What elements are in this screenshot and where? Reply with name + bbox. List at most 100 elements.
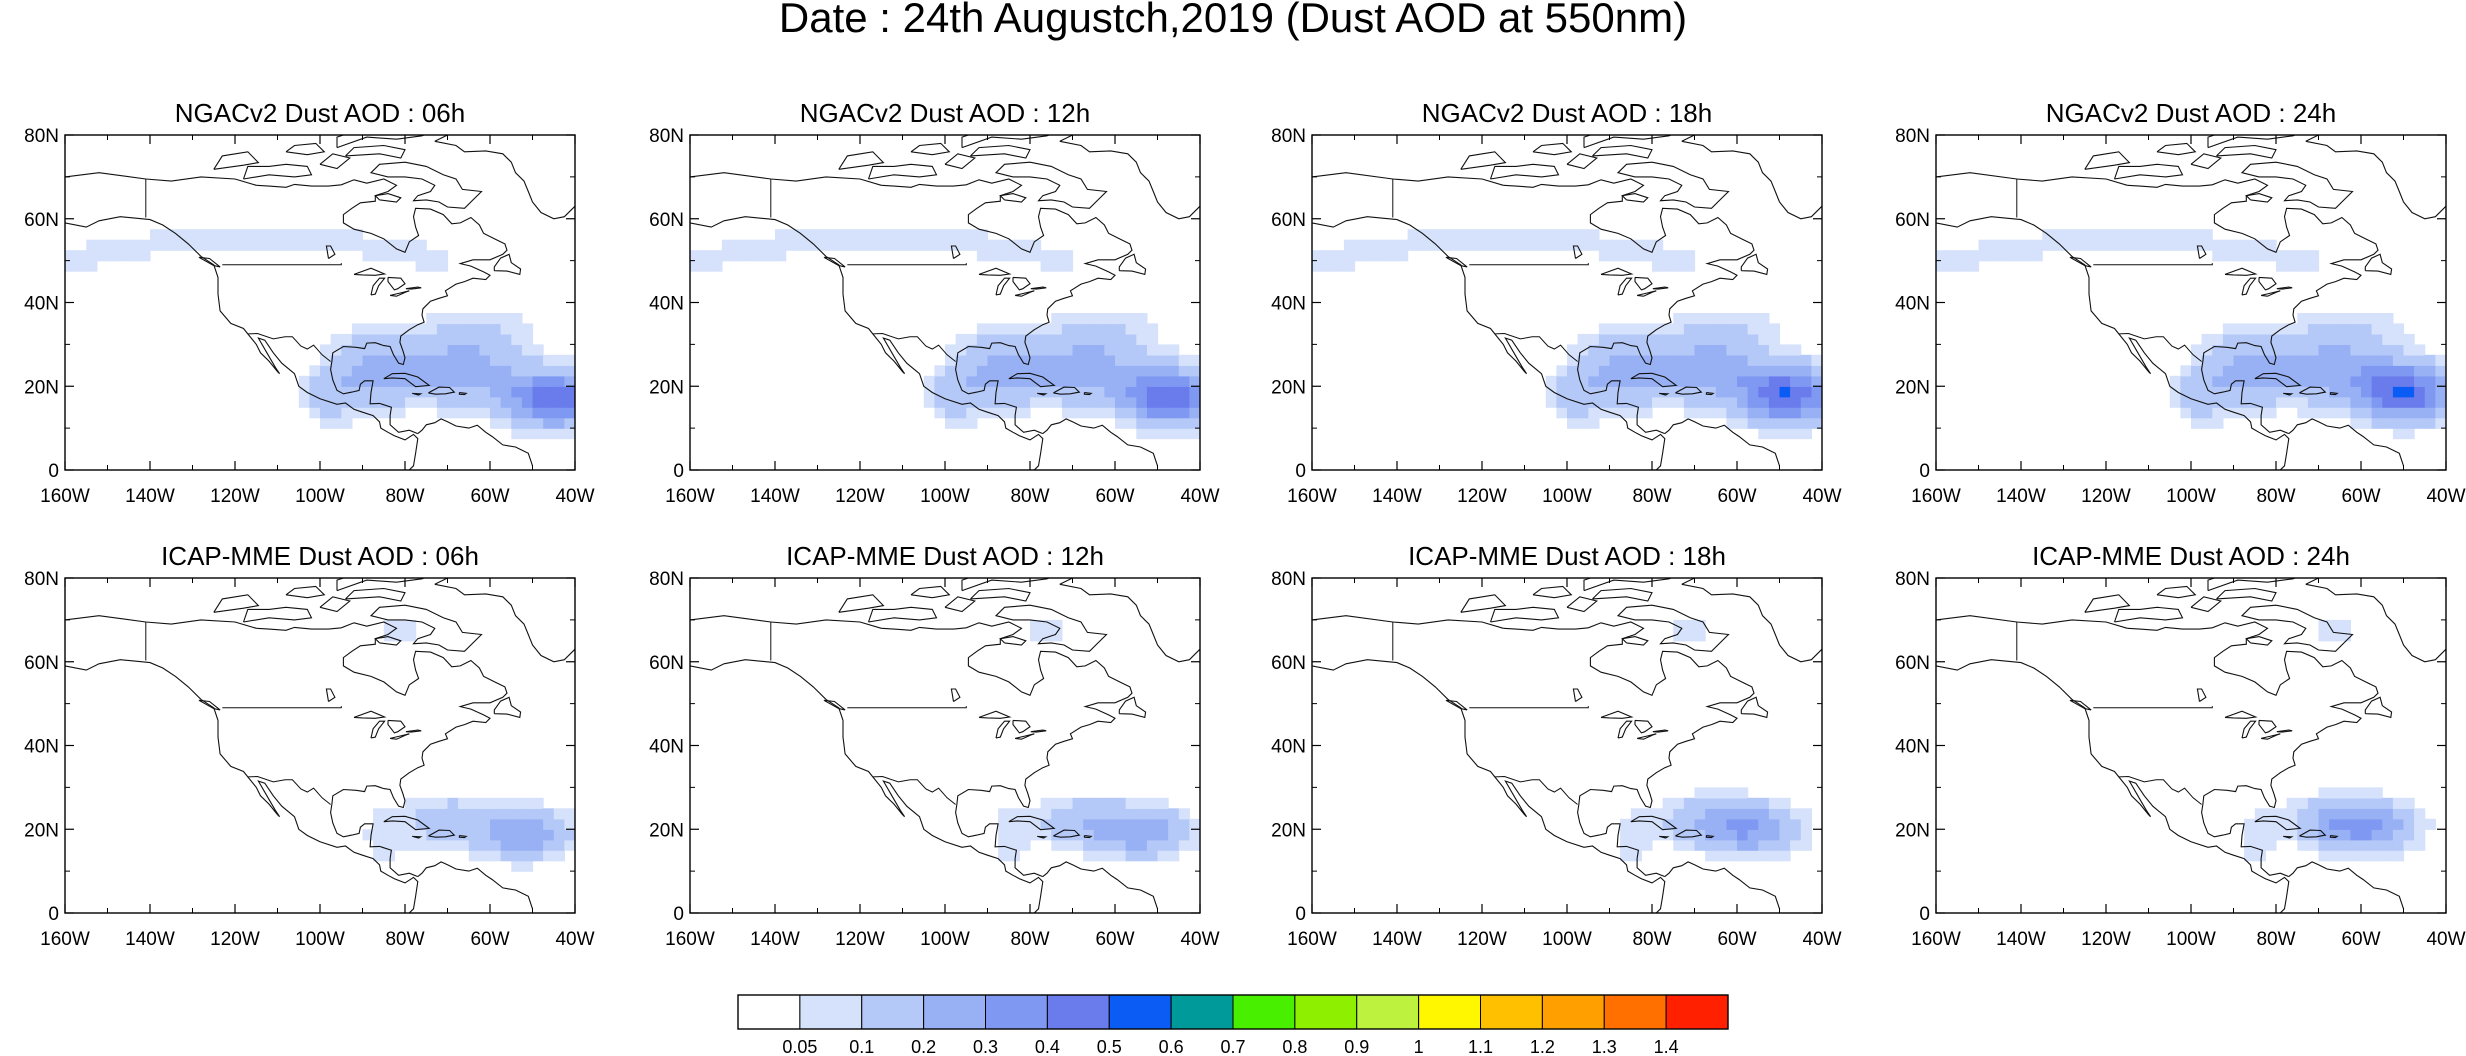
aod-cell bbox=[150, 229, 162, 241]
aod-cell bbox=[1811, 407, 1822, 419]
lat-tick-label: 80N bbox=[24, 569, 59, 590]
aod-cell bbox=[564, 375, 575, 387]
aod-cell bbox=[1008, 344, 1020, 356]
coastline bbox=[1012, 719, 1031, 734]
aod-cell bbox=[511, 797, 523, 809]
aod-cell bbox=[351, 354, 364, 366]
aod-cell bbox=[1662, 365, 1674, 377]
coastline bbox=[370, 720, 386, 739]
aod-cell bbox=[711, 260, 723, 272]
coastline bbox=[1012, 276, 1031, 291]
aod-cell bbox=[511, 313, 523, 325]
aod-cell bbox=[2254, 333, 2266, 345]
aod-cell bbox=[1115, 417, 1127, 429]
aod-cell bbox=[405, 354, 417, 366]
aod-cell bbox=[1008, 333, 1020, 345]
aod-cell bbox=[490, 396, 502, 408]
coastline bbox=[1572, 688, 1583, 702]
lat-tick-label: 20N bbox=[1271, 377, 1306, 398]
aod-cell bbox=[288, 239, 300, 251]
coastline bbox=[256, 621, 508, 878]
aod-cell bbox=[426, 260, 438, 272]
aod-cell bbox=[2350, 407, 2362, 419]
aod-cell bbox=[479, 333, 491, 345]
aod-cell bbox=[2233, 323, 2245, 335]
aod-cell bbox=[2307, 396, 2320, 408]
aod-cell bbox=[521, 839, 534, 851]
aod-cell bbox=[1694, 396, 1706, 408]
aod-cell bbox=[1322, 250, 1334, 262]
coastlines bbox=[1936, 578, 2446, 913]
lon-tick-label: 120W bbox=[210, 929, 260, 950]
aod-cell bbox=[1040, 354, 1052, 366]
lon-tick-label: 160W bbox=[665, 929, 715, 950]
coastline bbox=[2069, 699, 2092, 711]
aod-cell bbox=[1957, 260, 1969, 272]
aod-cell bbox=[426, 250, 438, 262]
aod-cell bbox=[1567, 386, 1579, 398]
aod-cell bbox=[817, 229, 829, 241]
coastline bbox=[2224, 710, 2258, 719]
aod-cell bbox=[373, 396, 385, 408]
coastline bbox=[1636, 733, 1657, 740]
border-line bbox=[222, 263, 342, 266]
aod-cell bbox=[532, 375, 544, 387]
lon-tick-label: 80W bbox=[385, 486, 424, 507]
aod-cell bbox=[923, 229, 935, 241]
aod-cell bbox=[1450, 229, 1462, 241]
aod-cell bbox=[1030, 354, 1042, 366]
aod-cell bbox=[1567, 229, 1579, 241]
aod-cell bbox=[330, 386, 342, 398]
lon-tick-label: 80W bbox=[1010, 486, 1049, 507]
aod-cell bbox=[1768, 428, 1781, 440]
aod-cell bbox=[690, 250, 702, 262]
aod-cell bbox=[923, 375, 935, 387]
aod-cell bbox=[2339, 375, 2351, 387]
aod-cell bbox=[2392, 407, 2405, 419]
aod-cell bbox=[2212, 250, 2224, 262]
aod-cell bbox=[1641, 375, 1653, 387]
aod-cell bbox=[1040, 260, 1052, 272]
aod-cell bbox=[2254, 354, 2266, 366]
aod-cell bbox=[458, 808, 470, 820]
aod-cell bbox=[2297, 354, 2309, 366]
aod-cell bbox=[1683, 829, 1696, 841]
aod-cell bbox=[2329, 797, 2341, 809]
aod-cell bbox=[1051, 333, 1063, 345]
coastline bbox=[383, 372, 431, 388]
aod-cell bbox=[1630, 407, 1642, 419]
aod-cell bbox=[553, 407, 565, 419]
coastline bbox=[1634, 719, 1653, 734]
lon-tick-label: 40W bbox=[1180, 929, 1219, 950]
aod-cell bbox=[1535, 239, 1547, 251]
aod-cell bbox=[1652, 365, 1664, 377]
aod-cell bbox=[2403, 375, 2415, 387]
aod-cell bbox=[1673, 630, 1685, 642]
aod-cell bbox=[373, 375, 385, 387]
aod-cell bbox=[2180, 396, 2192, 408]
aod-cell bbox=[1492, 239, 1504, 251]
aod-cell bbox=[383, 250, 395, 262]
aod-cell bbox=[721, 239, 734, 251]
aod-cell bbox=[2414, 417, 2426, 429]
border-line bbox=[872, 332, 956, 362]
aod-cell bbox=[1790, 365, 1802, 377]
aod-cell bbox=[998, 323, 1010, 335]
aod-cell bbox=[415, 344, 427, 356]
aod-cell bbox=[923, 386, 935, 398]
aod-cell bbox=[192, 229, 204, 241]
aod-cell bbox=[543, 808, 555, 820]
aod-cell bbox=[1093, 354, 1105, 366]
aod-cell bbox=[2414, 386, 2426, 398]
aod-cell bbox=[1737, 808, 1749, 820]
aod-cell bbox=[1061, 839, 1074, 851]
aod-cell bbox=[1556, 396, 1568, 408]
aod-cell bbox=[1503, 239, 1515, 251]
coastline bbox=[285, 142, 326, 156]
aod-cell bbox=[320, 396, 332, 408]
aod-cell bbox=[1588, 344, 1600, 356]
aod-cell bbox=[2350, 850, 2362, 862]
aod-cell bbox=[1061, 407, 1074, 419]
aod-cell bbox=[1019, 396, 1031, 408]
